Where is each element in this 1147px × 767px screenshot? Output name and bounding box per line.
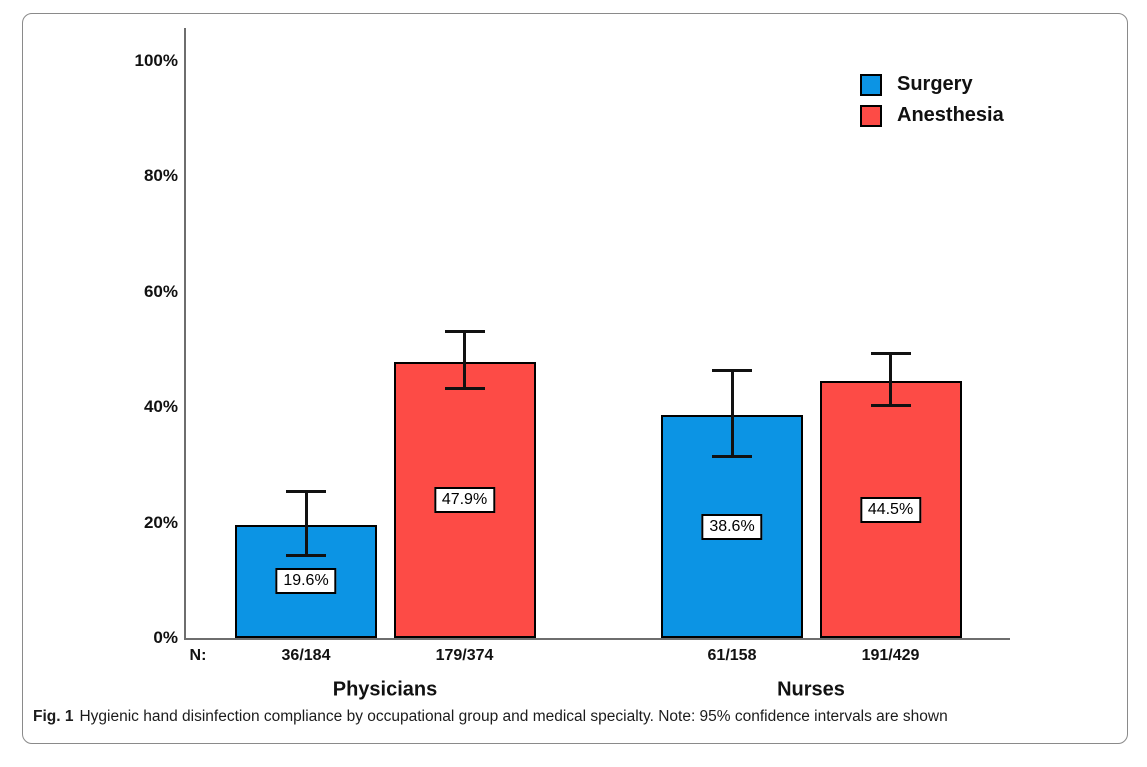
error-bar — [712, 369, 752, 458]
caption-figure-number: Fig. 1 — [33, 708, 74, 725]
legend-item-anesthesia: Anesthesia — [860, 104, 1004, 127]
legend-item-surgery: Surgery — [860, 73, 1004, 96]
y-tick-label: 0% — [153, 628, 178, 647]
error-bar-cap-bottom — [712, 454, 752, 458]
error-bar-cap-bottom — [286, 554, 326, 558]
x-axis-line — [185, 638, 1010, 640]
y-tick-label: 40% — [143, 397, 178, 417]
y-tick-label: 80% — [143, 166, 178, 186]
bar-value-label: 19.6% — [275, 568, 337, 595]
n-count-label: 61/158 — [707, 647, 757, 664]
error-bar-cap-bottom — [870, 403, 911, 407]
error-bar — [870, 351, 911, 407]
group-label-nurses: Nurses — [777, 678, 845, 701]
figure-caption: Fig. 1 Hygienic hand disinfection complia… — [33, 708, 1103, 726]
y-axis-line — [184, 28, 186, 640]
legend-label-surgery: Surgery — [897, 73, 973, 95]
error-bar-cap-top — [712, 369, 752, 373]
anesthesia-color-swatch — [860, 104, 882, 127]
error-bar-stem — [730, 369, 734, 458]
group-label-physicians: Physicians — [332, 678, 438, 701]
error-bar-cap-top — [286, 489, 326, 493]
n-count-label: 179/374 — [435, 647, 494, 664]
y-tick-label: 100% — [134, 51, 178, 70]
error-bar — [286, 489, 326, 558]
error-bar-cap-top — [444, 329, 485, 333]
bar-value-label: 44.5% — [859, 496, 922, 523]
bar-value-label: 47.9% — [433, 486, 496, 513]
y-tick-label: 60% — [143, 281, 178, 301]
n-axis-prefix: N: — [189, 647, 207, 664]
n-count-label: 36/184 — [281, 647, 331, 664]
error-bar-cap-top — [870, 351, 911, 355]
error-bar-cap-bottom — [444, 386, 485, 390]
error-bar-stem — [889, 351, 892, 407]
error-bar-stem — [463, 329, 466, 390]
bar-value-label: 38.6% — [701, 513, 763, 540]
error-bar-stem — [304, 489, 308, 558]
y-tick-label: 20% — [143, 512, 178, 532]
surgery-color-swatch — [860, 73, 882, 96]
caption-text: Hygienic hand disinfection compliance by… — [79, 708, 948, 725]
error-bar — [444, 329, 485, 390]
legend-label-anesthesia: Anesthesia — [897, 104, 1004, 126]
chart-legend: Surgery Anesthesia — [860, 73, 1004, 135]
n-count-label: 191/429 — [861, 647, 920, 664]
